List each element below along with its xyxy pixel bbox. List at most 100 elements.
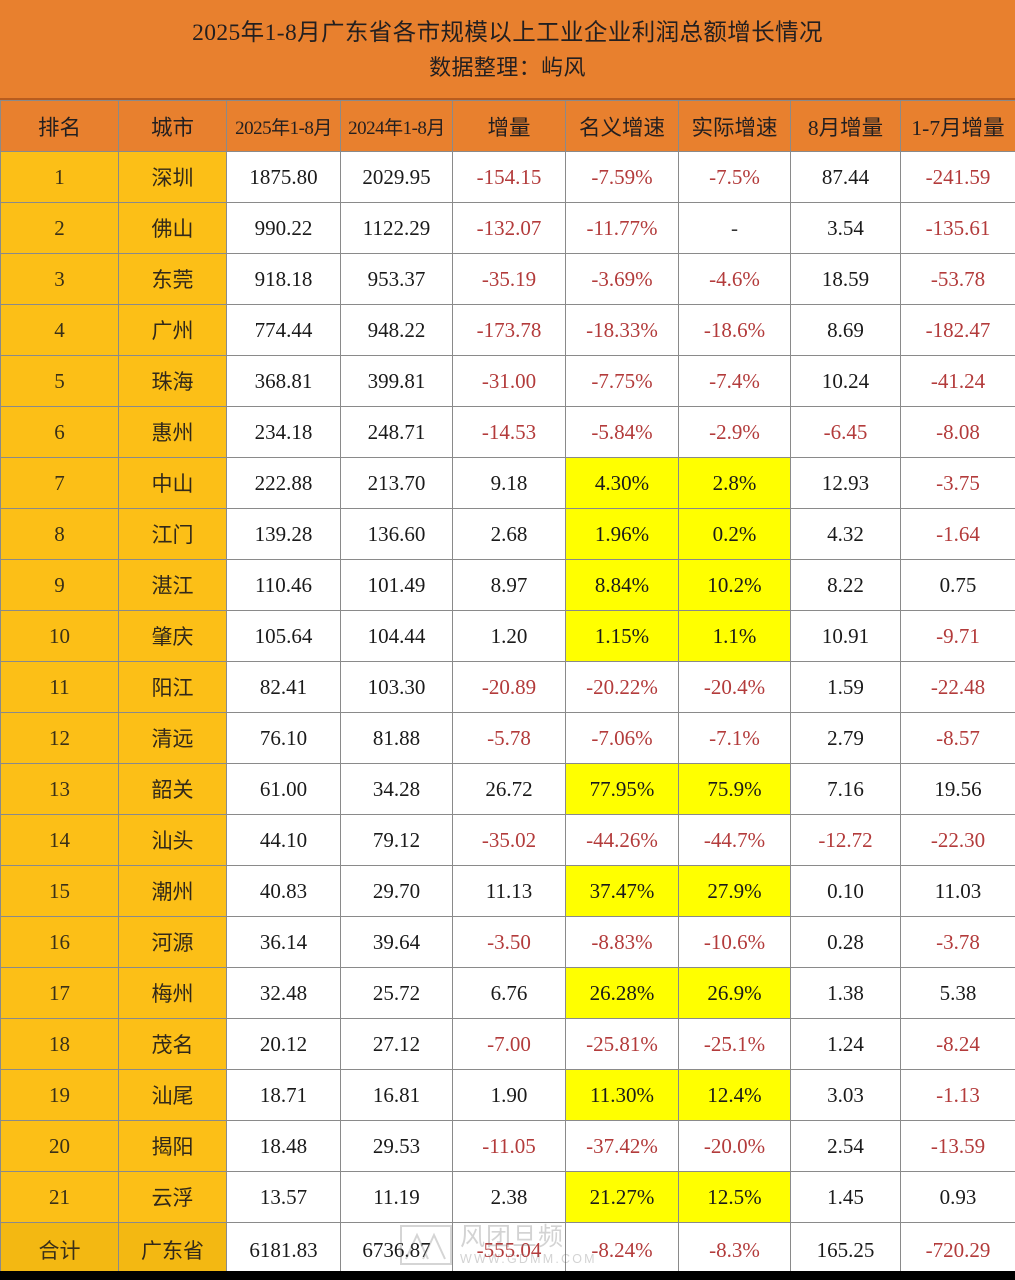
cell-delta: -35.02 xyxy=(452,814,566,866)
column-header-delta[interactable]: 增量 xyxy=(452,100,566,152)
cell-city: 汕尾 xyxy=(118,1069,227,1121)
cell-aug-delta: 2.54 xyxy=(790,1120,901,1172)
cell-rank: 14 xyxy=(0,814,119,866)
cell-delta: -154.15 xyxy=(452,151,566,203)
table-body: 1 深圳 1875.80 2029.95 -154.15 -7.59% -7.5% 87.44… xyxy=(0,151,1015,1278)
cell-nominal-growth: 8.84% xyxy=(565,559,679,611)
column-header-y2024[interactable]: 2024年1-8月 xyxy=(340,100,453,152)
cell-delta: 8.97 xyxy=(452,559,566,611)
column-header-y2025[interactable]: 2025年1-8月 xyxy=(226,100,341,152)
cell-nominal-growth: -7.06% xyxy=(565,712,679,764)
cell-aug-delta: 165.25 xyxy=(790,1222,901,1278)
table-row: 9 湛江 110.46 101.49 8.97 8.84% 10.2% 8.22 0.75 xyxy=(0,559,1015,611)
cell-y2024: 25.72 xyxy=(340,967,453,1019)
cell-aug-delta: 3.03 xyxy=(790,1069,901,1121)
cell-nominal-growth: 77.95% xyxy=(565,763,679,815)
cell-y2025: 368.81 xyxy=(226,355,341,407)
column-header-aug-delta[interactable]: 8月增量 xyxy=(790,100,901,152)
cell-delta: -173.78 xyxy=(452,304,566,356)
cell-rank: 15 xyxy=(0,865,119,917)
cell-y2024: 103.30 xyxy=(340,661,453,713)
cell-nominal-growth: -3.69% xyxy=(565,253,679,305)
cell-nominal-growth: -20.22% xyxy=(565,661,679,713)
cell-y2025: 105.64 xyxy=(226,610,341,662)
table-row: 18 茂名 20.12 27.12 -7.00 -25.81% -25.1% 1.24 -8.2… xyxy=(0,1018,1015,1070)
cell-real-growth: -44.7% xyxy=(678,814,791,866)
table-row: 10 肇庆 105.64 104.44 1.20 1.15% 1.1% 10.91 -9.71 xyxy=(0,610,1015,662)
cell-rank: 19 xyxy=(0,1069,119,1121)
cell-city: 梅州 xyxy=(118,967,227,1019)
page-title: 2025年1-8月广东省各市规模以上工业企业利润总额增长情况 xyxy=(192,20,823,47)
cell-y2024: 101.49 xyxy=(340,559,453,611)
cell-nominal-growth: -25.81% xyxy=(565,1018,679,1070)
cell-y2024: 34.28 xyxy=(340,763,453,815)
table-row: 4 广州 774.44 948.22 -173.78 -18.33% -18.6% 8.69-… xyxy=(0,304,1015,356)
table-row: 12 清远 76.10 81.88 -5.78 -7.06% -7.1% 2.79 -8.57 xyxy=(0,712,1015,764)
cell-delta: 9.18 xyxy=(452,457,566,509)
cell-delta: 2.68 xyxy=(452,508,566,560)
cell-y2025: 222.88 xyxy=(226,457,341,509)
table-row: 16 河源 36.14 39.64 -3.50 -8.83% -10.6% 0.28 -3.78 xyxy=(0,916,1015,968)
cell-y2025: 18.71 xyxy=(226,1069,341,1121)
cell-aug-delta: 3.54 xyxy=(790,202,901,254)
cell-y2024: 948.22 xyxy=(340,304,453,356)
table-header: 排名 城市 2025年1-8月 2024年1-8月 增量 名义增速 实际增速 8… xyxy=(0,100,1015,152)
cell-city: 云浮 xyxy=(118,1171,227,1223)
cell-delta: -5.78 xyxy=(452,712,566,764)
cell-jan-jul-delta: -8.57 xyxy=(900,712,1015,764)
cell-y2025: 234.18 xyxy=(226,406,341,458)
cell-city: 广东省 xyxy=(118,1222,227,1278)
cell-rank: 1 xyxy=(0,151,119,203)
cell-real-growth: -25.1% xyxy=(678,1018,791,1070)
cell-real-growth: 1.1% xyxy=(678,610,791,662)
column-header-city[interactable]: 城市 xyxy=(118,100,227,152)
column-header-jan-jul-delta[interactable]: 1-7月增量 xyxy=(900,100,1015,152)
cell-city: 清远 xyxy=(118,712,227,764)
cell-nominal-growth: 26.28% xyxy=(565,967,679,1019)
column-header-real-growth[interactable]: 实际增速 xyxy=(678,100,791,152)
cell-aug-delta: 1.59 xyxy=(790,661,901,713)
cell-y2025: 1875.80 xyxy=(226,151,341,203)
cell-real-growth: 0.2% xyxy=(678,508,791,560)
cell-rank: 21 xyxy=(0,1171,119,1223)
cell-delta: 11.13 xyxy=(452,865,566,917)
cell-aug-delta: 18.59 xyxy=(790,253,901,305)
cell-city: 韶关 xyxy=(118,763,227,815)
cell-delta: -14.53 xyxy=(452,406,566,458)
title-banner: 2025年1-8月广东省各市规模以上工业企业利润总额增长情况 数据整理：屿风 xyxy=(0,0,1015,100)
cell-aug-delta: 10.91 xyxy=(790,610,901,662)
cell-city: 湛江 xyxy=(118,559,227,611)
cell-real-growth: 75.9% xyxy=(678,763,791,815)
cell-nominal-growth: 1.15% xyxy=(565,610,679,662)
column-header-rank[interactable]: 排名 xyxy=(0,100,119,152)
page-subtitle: 数据整理：屿风 xyxy=(429,54,586,80)
cell-aug-delta: 7.16 xyxy=(790,763,901,815)
cell-delta: -20.89 xyxy=(452,661,566,713)
cell-y2025: 32.48 xyxy=(226,967,341,1019)
cell-y2025: 36.14 xyxy=(226,916,341,968)
cell-real-growth: -18.6% xyxy=(678,304,791,356)
cell-rank: 16 xyxy=(0,916,119,968)
cell-delta: -132.07 xyxy=(452,202,566,254)
cell-jan-jul-delta: -3.78 xyxy=(900,916,1015,968)
table-row: 7 中山 222.88 213.70 9.18 4.30% 2.8% 12.93 -3.75 xyxy=(0,457,1015,509)
cell-jan-jul-delta: -13.59 xyxy=(900,1120,1015,1172)
cell-aug-delta: 10.24 xyxy=(790,355,901,407)
cell-jan-jul-delta: -241.59 xyxy=(900,151,1015,203)
cell-rank: 3 xyxy=(0,253,119,305)
cell-y2024: 6736.87 xyxy=(340,1222,453,1278)
cell-jan-jul-delta: -135.61 xyxy=(900,202,1015,254)
cell-nominal-growth: -18.33% xyxy=(565,304,679,356)
cell-y2024: 136.60 xyxy=(340,508,453,560)
column-header-nominal-growth[interactable]: 名义增速 xyxy=(565,100,679,152)
table-row: 11 阳江 82.41 103.30 -20.89 -20.22% -20.4% 1.59 -2… xyxy=(0,661,1015,713)
cell-real-growth: -7.5% xyxy=(678,151,791,203)
cell-rank: 12 xyxy=(0,712,119,764)
cell-y2025: 13.57 xyxy=(226,1171,341,1223)
cell-y2024: 29.70 xyxy=(340,865,453,917)
cell-y2025: 82.41 xyxy=(226,661,341,713)
cell-jan-jul-delta: 11.03 xyxy=(900,865,1015,917)
cell-y2025: 139.28 xyxy=(226,508,341,560)
table-row: 20 揭阳 18.48 29.53 -11.05 -37.42% -20.0% 2.54 -13… xyxy=(0,1120,1015,1172)
